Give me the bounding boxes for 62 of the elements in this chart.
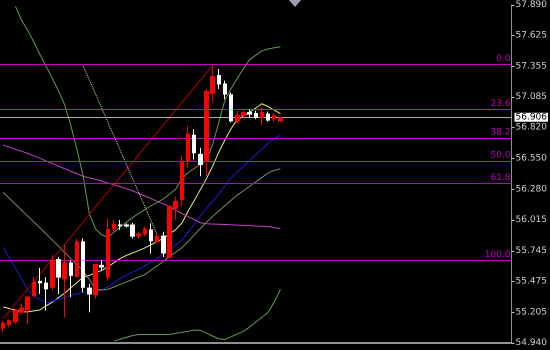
annotation: 23.6 bbox=[490, 98, 511, 109]
candlestick bbox=[136, 231, 141, 240]
line-series bbox=[14, 6, 281, 238]
line-series bbox=[2, 168, 281, 290]
y-tick-label: 56.015 bbox=[516, 214, 548, 225]
y-tick-label: 54.940 bbox=[516, 338, 548, 348]
candlestick bbox=[198, 147, 203, 177]
y-tick-label: 57.625 bbox=[516, 30, 548, 40]
candlestick bbox=[229, 92, 233, 124]
candlestick bbox=[50, 254, 55, 292]
candlestick bbox=[192, 128, 196, 160]
y-tick-label: 57.890 bbox=[516, 0, 548, 10]
candlestick bbox=[62, 244, 67, 318]
candlestick bbox=[247, 108, 252, 118]
annotation: 61.8 bbox=[490, 173, 511, 184]
candlestick bbox=[99, 260, 104, 271]
line-series bbox=[2, 144, 281, 230]
candlestick bbox=[44, 276, 48, 312]
y-tick-label: 55.745 bbox=[516, 246, 548, 256]
candlestick bbox=[69, 260, 73, 298]
line-series bbox=[2, 64, 214, 320]
candlestick bbox=[186, 125, 190, 168]
candlestick bbox=[155, 232, 159, 244]
y-tick-label: 56.280 bbox=[516, 184, 548, 194]
candlestick bbox=[93, 263, 98, 300]
candlestick bbox=[81, 238, 85, 293]
candlestick bbox=[260, 106, 264, 126]
candlestick bbox=[161, 231, 166, 258]
candlestick bbox=[87, 283, 92, 313]
line-series bbox=[82, 65, 158, 236]
annotation: 50.0 bbox=[490, 150, 511, 160]
y-tick-label: 57.355 bbox=[516, 61, 548, 72]
y-tick-label: 55.475 bbox=[516, 276, 548, 287]
candlestick bbox=[254, 110, 258, 120]
annotation: 100.0 bbox=[484, 250, 511, 260]
candlestick bbox=[112, 219, 116, 232]
candlestick bbox=[278, 116, 283, 122]
candlestick bbox=[272, 112, 276, 122]
candlestick bbox=[266, 111, 270, 122]
candlestick bbox=[223, 80, 227, 100]
y-tick-label: 57.085 bbox=[516, 92, 548, 102]
candlestick bbox=[217, 68, 221, 90]
y-tick-label: 55.205 bbox=[516, 308, 548, 318]
annotation: 0.0 bbox=[496, 54, 511, 64]
candlestick bbox=[149, 222, 153, 254]
candlestick bbox=[106, 218, 110, 281]
candlestick bbox=[75, 238, 79, 278]
y-tick-label: 56.820 bbox=[516, 122, 548, 133]
line-series bbox=[2, 103, 281, 312]
line-series bbox=[2, 134, 281, 304]
candlestick bbox=[56, 256, 61, 294]
line-series bbox=[114, 289, 281, 342]
candlestick bbox=[143, 226, 147, 237]
candlestick bbox=[118, 219, 122, 231]
y-tick-label: 56.550 bbox=[516, 154, 548, 164]
candlestick bbox=[7, 318, 11, 328]
annotation: 38.2 bbox=[490, 127, 511, 138]
candlestick bbox=[38, 267, 42, 294]
candlestick bbox=[180, 156, 184, 208]
candlestick bbox=[1, 320, 5, 333]
candlestick bbox=[32, 276, 36, 298]
ref-line-label: 56.906 bbox=[516, 112, 548, 122]
